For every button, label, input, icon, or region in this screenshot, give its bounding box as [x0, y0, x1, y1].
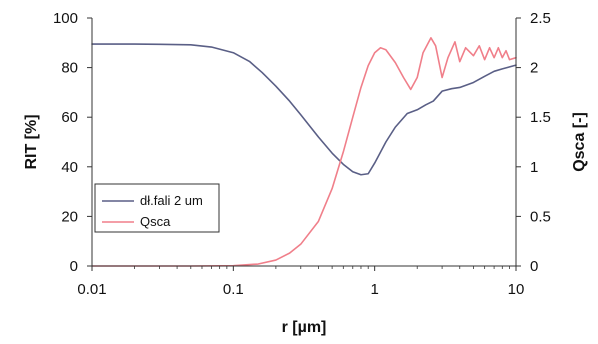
- y-right-tick-label: 2.5: [530, 10, 551, 27]
- legend-box: [94, 183, 220, 233]
- legend: dł.fali 2 um Qsca: [94, 183, 220, 233]
- y-left-tick-label: 0: [70, 258, 78, 275]
- series-layer: [91, 37, 517, 267]
- y-right-tick-label: 2: [530, 60, 538, 77]
- x-tick-label: 0.1: [223, 281, 244, 298]
- x-tick-label: 1: [370, 281, 378, 298]
- y-right-tick-label: 1: [530, 159, 538, 176]
- y-axis-right-label: Qsca [-]: [571, 112, 588, 172]
- legend-label-series-1: dł.fali 2 um: [140, 193, 203, 208]
- series-line-1: [91, 43, 517, 176]
- y-left-tick-label: 20: [61, 208, 78, 225]
- y-right-tick-label: 0: [530, 258, 538, 275]
- y-axis-left-label: RIT [%]: [23, 114, 40, 169]
- y-left-tick-label: 80: [61, 60, 78, 77]
- axes: [87, 17, 521, 271]
- legend-label-series-2: Qsca: [140, 214, 171, 229]
- x-axis-label: r [µm]: [282, 319, 327, 336]
- y-left-tick-label: 40: [61, 159, 78, 176]
- x-tick-label: 0.01: [77, 281, 106, 298]
- y-right-tick-label: 1.5: [530, 109, 551, 126]
- series-line-2: [91, 37, 517, 267]
- y-left-tick-label: 60: [61, 109, 78, 126]
- x-tick-label: 10: [508, 281, 525, 298]
- y-left-tick-label: 100: [53, 10, 78, 27]
- y-right-tick-label: 0.5: [530, 208, 551, 225]
